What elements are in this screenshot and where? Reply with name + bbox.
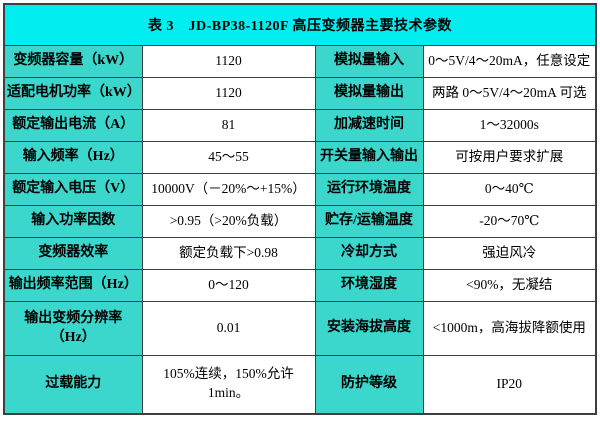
- param-value: 45～55: [141, 141, 316, 174]
- param-label: 额定输出电流（A）: [3, 109, 143, 142]
- param-label: 过载能力: [3, 355, 143, 414]
- param-value: 0.01: [141, 301, 316, 356]
- param-label: 输出频率范围（Hz）: [3, 269, 143, 302]
- param-value: 81: [141, 109, 316, 142]
- param-value: >0.95（>20%负载）: [141, 205, 316, 238]
- param-label: 适配电机功率（kW）: [3, 77, 143, 110]
- param-label: 运行环境温度: [314, 173, 424, 206]
- param-label: 贮存/运输温度: [314, 205, 424, 238]
- table-row: 变频器容量（kW） 1120 模拟量输入 0～5V/4～20mA，任意设定: [3, 45, 597, 78]
- table-row: 额定输出电流（A） 81 加减速时间 1～32000s: [3, 109, 597, 142]
- param-value: 1120: [141, 77, 316, 110]
- param-label: 额定输入电压（V）: [3, 173, 143, 206]
- param-value: 105%连续，150%允许 1min。: [141, 355, 316, 414]
- table-row: 额定输入电压（V） 10000V（－20%～+15%） 运行环境温度 0～40℃: [3, 173, 597, 206]
- param-label: 变频器效率: [3, 237, 143, 270]
- table-row: 输入功率因数 >0.95（>20%负载） 贮存/运输温度 -20～70℃: [3, 205, 597, 238]
- param-value: 强迫风冷: [422, 237, 597, 270]
- param-value: 可按用户要求扩展: [422, 141, 597, 174]
- spec-table-body: 变频器容量（kW） 1120 模拟量输入 0～5V/4～20mA，任意设定 适配电机功率…: [3, 45, 597, 414]
- param-label: 输出变频分辨率 （Hz）: [3, 301, 143, 356]
- param-label: 输入频率（Hz）: [3, 141, 143, 174]
- param-label: 模拟量输出: [314, 77, 424, 110]
- param-value: 0～120: [141, 269, 316, 302]
- param-label: 冷却方式: [314, 237, 424, 270]
- param-label: 开关量输入输出: [314, 141, 424, 174]
- param-value: <1000m，高海拔降额使用: [422, 301, 597, 356]
- param-value: 10000V（－20%～+15%）: [141, 173, 316, 206]
- table-row: 过载能力 105%连续，150%允许 1min。 防护等级 IP20: [3, 355, 597, 414]
- table-row: 适配电机功率（kW） 1120 模拟量输出 两路 0～5V/4～20mA 可选: [3, 77, 597, 110]
- param-label: 环境湿度: [314, 269, 424, 302]
- param-value: 额定负载下>0.98: [141, 237, 316, 270]
- table-title-row: 表 3 JD-BP38-1120F 高压变频器主要技术参数: [3, 3, 597, 46]
- param-value: 1120: [141, 45, 316, 78]
- param-label: 安装海拔高度: [314, 301, 424, 356]
- table-row: 输出变频分辨率 （Hz） 0.01 安装海拔高度 <1000m，高海拔降额使用: [3, 301, 597, 356]
- param-value: 两路 0～5V/4～20mA 可选: [422, 77, 597, 110]
- table-title: 表 3 JD-BP38-1120F 高压变频器主要技术参数: [3, 3, 597, 46]
- table-row: 输入频率（Hz） 45～55 开关量输入输出 可按用户要求扩展: [3, 141, 597, 174]
- param-value: 0～5V/4～20mA，任意设定: [422, 45, 597, 78]
- param-label: 加减速时间: [314, 109, 424, 142]
- param-value: -20～70℃: [422, 205, 597, 238]
- param-label: 输入功率因数: [3, 205, 143, 238]
- table-row: 变频器效率 额定负载下>0.98 冷却方式 强迫风冷: [3, 237, 597, 270]
- param-label: 变频器容量（kW）: [3, 45, 143, 78]
- spec-table: 表 3 JD-BP38-1120F 高压变频器主要技术参数 变频器容量（kW） 1…: [3, 3, 598, 415]
- table-row: 输出频率范围（Hz） 0～120 环境湿度 <90%，无凝结: [3, 269, 597, 302]
- param-value: IP20: [422, 355, 597, 414]
- param-value: 1～32000s: [422, 109, 597, 142]
- param-value: <90%，无凝结: [422, 269, 597, 302]
- param-label: 防护等级: [314, 355, 424, 414]
- param-value: 0～40℃: [422, 173, 597, 206]
- param-label: 模拟量输入: [314, 45, 424, 78]
